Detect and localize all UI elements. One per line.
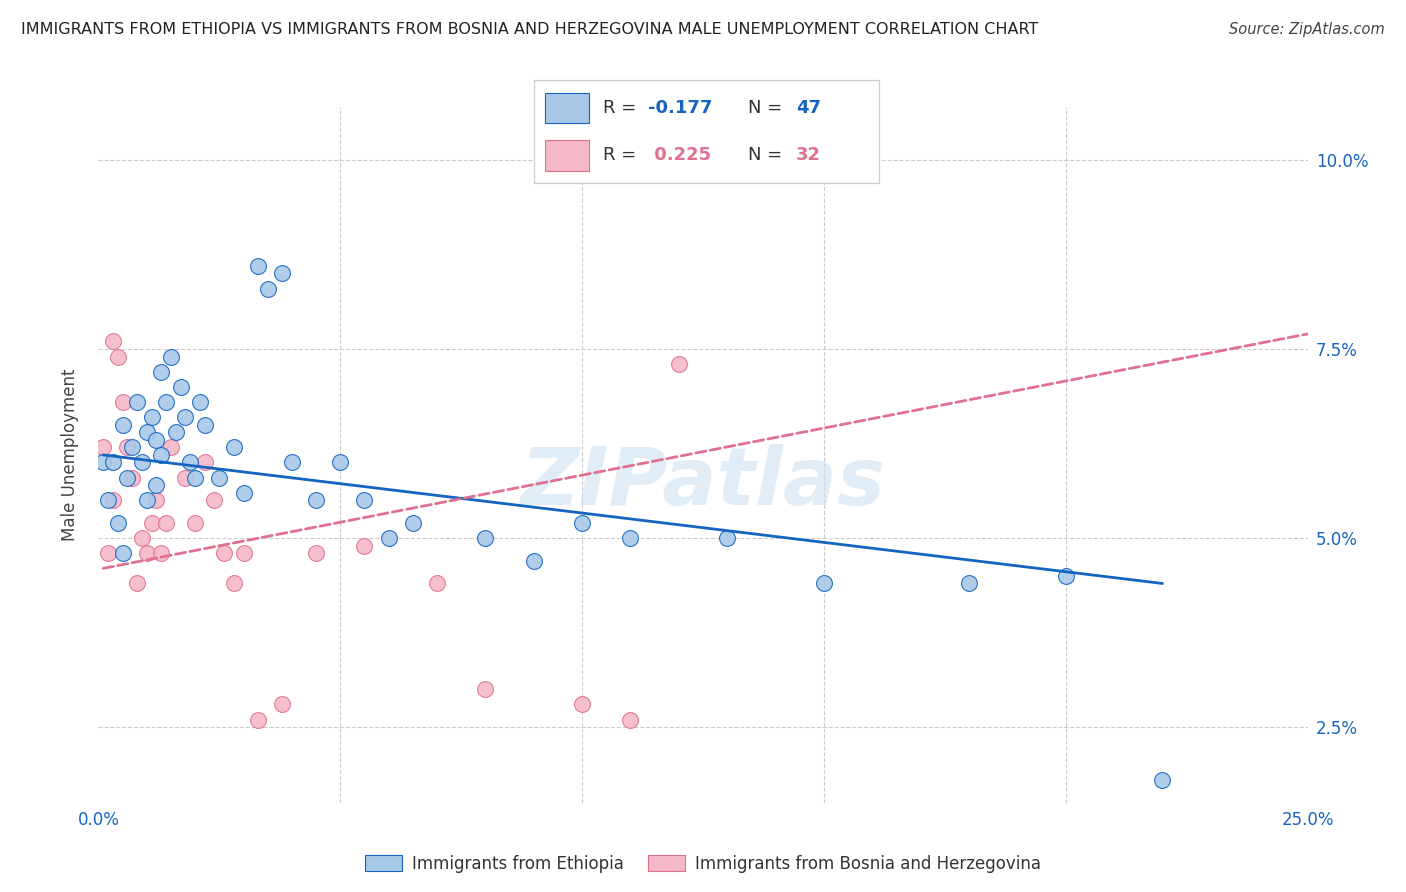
Point [174, 410, 197, 425]
Point [150, 546, 173, 560]
Text: 32: 32 [796, 146, 821, 164]
Point [619, 713, 641, 727]
Point [194, 417, 217, 432]
Point [194, 455, 217, 469]
FancyBboxPatch shape [544, 140, 589, 170]
Point [402, 516, 425, 530]
Point [247, 259, 270, 273]
Point [212, 546, 235, 560]
Point [111, 546, 134, 560]
Point [117, 441, 139, 455]
Point [150, 448, 173, 462]
Point [184, 516, 207, 530]
Text: 0.225: 0.225 [648, 146, 711, 164]
Point [160, 441, 183, 455]
Point [957, 576, 980, 591]
Point [135, 546, 157, 560]
Point [97, 546, 120, 560]
Point [91, 441, 114, 455]
Point [208, 470, 231, 484]
Point [1152, 773, 1174, 788]
Point [222, 576, 245, 591]
Point [101, 334, 124, 349]
Y-axis label: Male Unemployment: Male Unemployment [60, 368, 79, 541]
Point [165, 425, 187, 440]
Point [1054, 569, 1077, 583]
Point [281, 455, 304, 469]
Point [523, 554, 546, 568]
Point [141, 410, 163, 425]
Point [145, 433, 167, 447]
Point [232, 485, 254, 500]
Point [155, 395, 177, 409]
Point [111, 417, 134, 432]
Point [145, 478, 167, 492]
Point [91, 455, 114, 469]
Point [271, 267, 294, 281]
Point [174, 470, 197, 484]
Text: IMMIGRANTS FROM ETHIOPIA VS IMMIGRANTS FROM BOSNIA AND HERZEGOVINA MALE UNEMPLOY: IMMIGRANTS FROM ETHIOPIA VS IMMIGRANTS F… [21, 22, 1039, 37]
Point [111, 395, 134, 409]
Point [107, 516, 129, 530]
Point [377, 531, 399, 545]
Point [353, 539, 375, 553]
Point [145, 493, 167, 508]
Text: N =: N = [748, 146, 787, 164]
Point [271, 698, 294, 712]
Text: R =: R = [603, 99, 643, 117]
Point [97, 493, 120, 508]
Point [127, 576, 149, 591]
Point [141, 516, 163, 530]
Text: -0.177: -0.177 [648, 99, 713, 117]
Point [204, 493, 226, 508]
Point [117, 470, 139, 484]
Point [121, 441, 143, 455]
Point [135, 425, 157, 440]
Point [150, 365, 173, 379]
Point [188, 395, 211, 409]
Point [353, 493, 375, 508]
Point [668, 357, 690, 371]
Point [305, 546, 328, 560]
Point [474, 682, 496, 697]
FancyBboxPatch shape [544, 93, 589, 123]
Point [131, 531, 153, 545]
Point [179, 455, 201, 469]
Text: 47: 47 [796, 99, 821, 117]
Point [101, 493, 124, 508]
Point [256, 281, 278, 295]
Point [716, 531, 738, 545]
Point [127, 395, 149, 409]
Point [329, 455, 352, 469]
Point [474, 531, 496, 545]
Text: N =: N = [748, 99, 787, 117]
Point [160, 350, 183, 364]
Point [107, 350, 129, 364]
Point [131, 455, 153, 469]
Point [184, 470, 207, 484]
Text: Source: ZipAtlas.com: Source: ZipAtlas.com [1229, 22, 1385, 37]
Text: ZIPatlas: ZIPatlas [520, 443, 886, 522]
Point [232, 546, 254, 560]
Point [305, 493, 328, 508]
Point [101, 455, 124, 469]
Point [222, 441, 245, 455]
Point [169, 380, 191, 394]
Point [155, 516, 177, 530]
Legend: Immigrants from Ethiopia, Immigrants from Bosnia and Herzegovina: Immigrants from Ethiopia, Immigrants fro… [359, 848, 1047, 880]
Point [813, 576, 835, 591]
Text: R =: R = [603, 146, 643, 164]
Point [121, 470, 143, 484]
Point [619, 531, 641, 545]
Point [571, 516, 593, 530]
Point [135, 493, 157, 508]
Point [247, 713, 270, 727]
Point [426, 576, 449, 591]
Point [571, 698, 593, 712]
